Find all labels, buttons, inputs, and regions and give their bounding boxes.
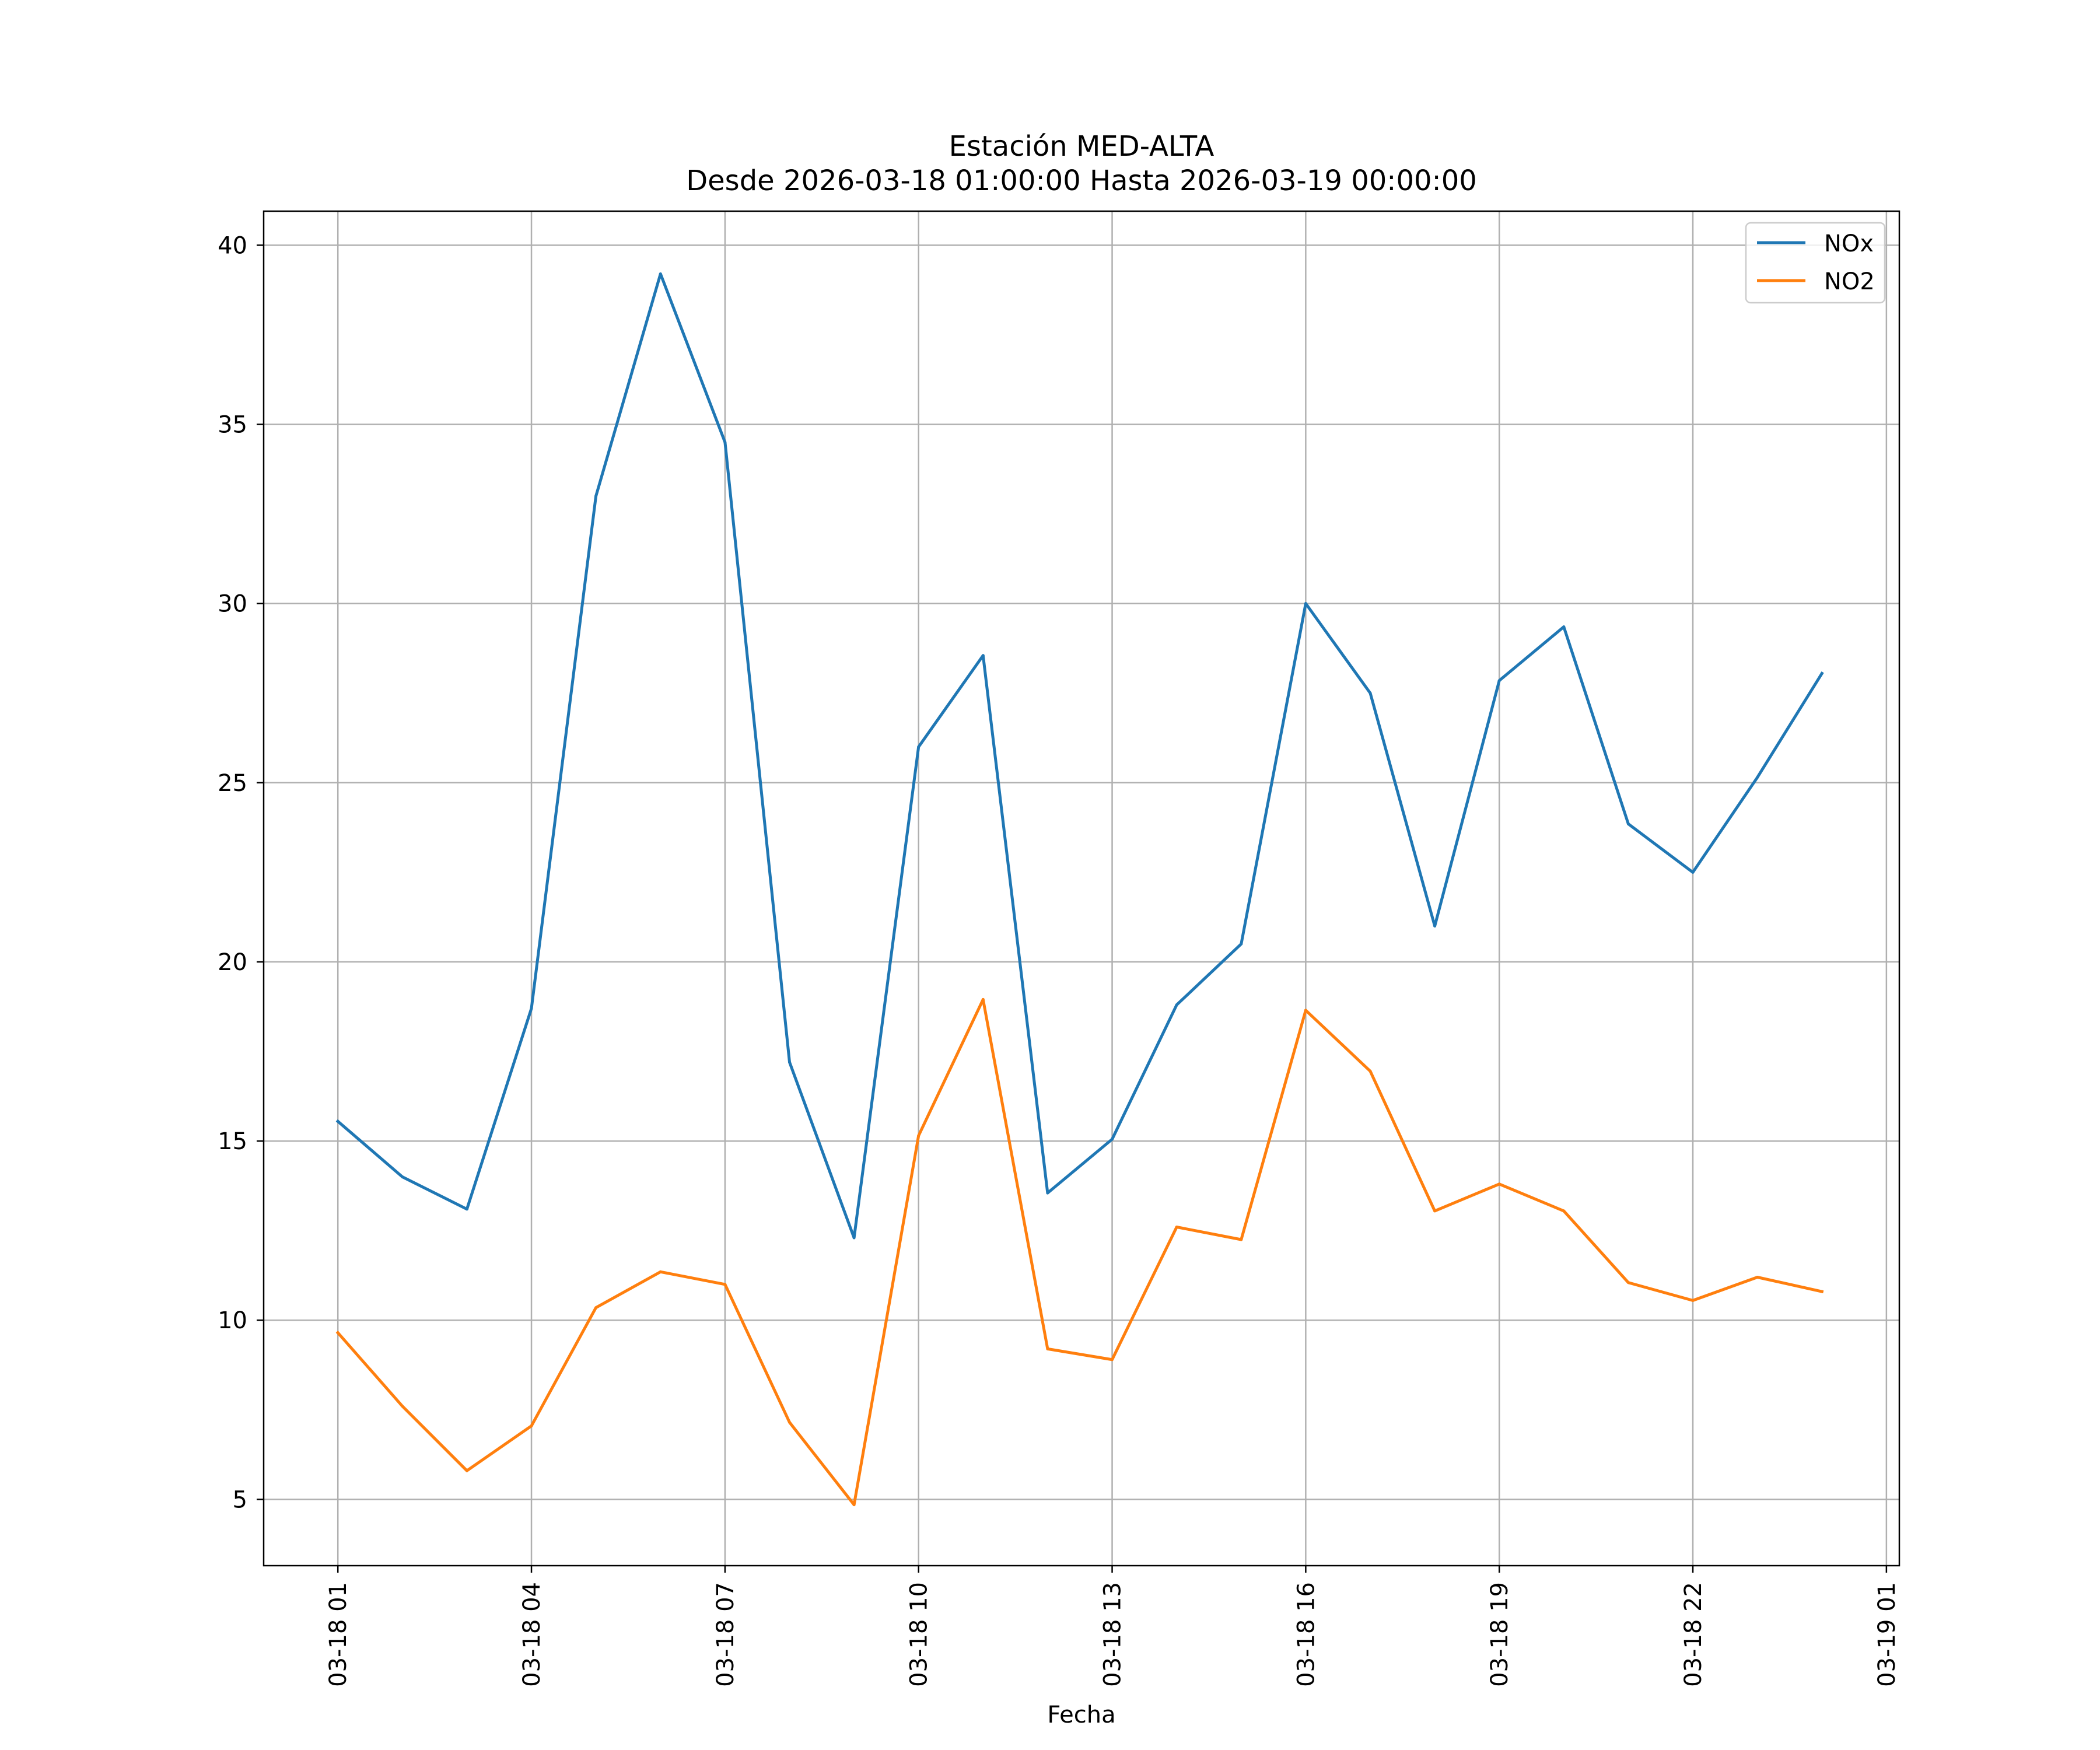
plot-frame xyxy=(262,210,1901,1567)
data-point-nox xyxy=(1433,925,1437,928)
y-tick-label: 35 xyxy=(218,412,247,439)
data-point-nox xyxy=(788,1060,791,1064)
data-point-no2 xyxy=(659,1270,662,1273)
data-point-no2 xyxy=(1368,1069,1372,1073)
chart-title: Estación MED-ALTA xyxy=(949,130,1214,163)
data-point-nox xyxy=(917,745,921,748)
data-point-nox xyxy=(981,654,985,657)
x-tick-label: 03-18 22 xyxy=(1680,1582,1707,1687)
data-point-no2 xyxy=(723,1283,727,1286)
data-point-nox xyxy=(1111,1138,1114,1141)
series-line-no2 xyxy=(335,998,1824,1507)
data-point-no2 xyxy=(1111,1358,1114,1362)
y-tick-label: 40 xyxy=(218,232,247,259)
y-axis: 5 10 15 20 25 30 35 40 xyxy=(218,232,264,1513)
data-point-nox xyxy=(1626,822,1630,825)
data-point-nox xyxy=(530,1007,533,1010)
data-point-nox xyxy=(1175,1003,1178,1007)
data-point-no2 xyxy=(1497,1182,1501,1186)
legend: NOx NO2 xyxy=(1745,222,1886,304)
data-point-no2 xyxy=(594,1306,598,1310)
data-point-no2 xyxy=(1562,1209,1566,1213)
data-point-nox xyxy=(1497,679,1501,682)
data-point-no2 xyxy=(1433,1209,1437,1213)
data-point-no2 xyxy=(981,998,985,1001)
data-point-no2 xyxy=(1240,1238,1243,1241)
data-point-no2 xyxy=(917,1134,921,1138)
data-point-nox xyxy=(1240,942,1243,946)
x-tick-label: 03-18 16 xyxy=(1293,1582,1320,1687)
y-tick-label: 10 xyxy=(218,1307,247,1334)
x-axis: 03-18 01 03-18 04 03-18 07 03-18 10 03-18 13… xyxy=(325,1566,1901,1687)
y-tick-label: 25 xyxy=(218,770,247,797)
data-point-nox xyxy=(1304,602,1307,606)
data-point-nox xyxy=(401,1175,404,1178)
data-point-no2 xyxy=(788,1420,791,1424)
data-point-no2 xyxy=(465,1469,468,1472)
y-tick-label: 30 xyxy=(218,591,247,618)
x-tick-label: 03-18 13 xyxy=(1100,1582,1126,1687)
data-point-no2 xyxy=(1691,1298,1695,1302)
data-point-nox xyxy=(336,1119,340,1123)
x-tick-label: 03-19 01 xyxy=(1874,1582,1901,1687)
data-point-nox xyxy=(1820,671,1824,675)
data-point-nox xyxy=(594,494,598,498)
series-lines xyxy=(335,272,1824,1507)
x-tick-label: 03-18 01 xyxy=(325,1582,352,1687)
grid xyxy=(264,211,1899,1566)
series-line-nox xyxy=(335,272,1824,1240)
y-tick-label: 5 xyxy=(233,1486,247,1513)
legend-label-no2: NO2 xyxy=(1824,268,1875,295)
data-point-no2 xyxy=(336,1331,340,1335)
data-point-nox xyxy=(1691,870,1695,874)
data-point-nox xyxy=(659,272,662,275)
data-point-no2 xyxy=(530,1424,533,1427)
data-point-nox xyxy=(1368,691,1372,695)
data-point-nox xyxy=(1046,1191,1049,1195)
data-point-no2 xyxy=(1756,1276,1759,1279)
data-point-no2 xyxy=(1175,1226,1178,1228)
data-point-nox xyxy=(1562,625,1566,629)
x-tick-label: 03-18 19 xyxy=(1486,1582,1513,1687)
data-point-nox xyxy=(852,1236,856,1240)
x-tick-label: 03-18 07 xyxy=(712,1582,739,1687)
data-point-no2 xyxy=(1626,1281,1630,1284)
data-point-no2 xyxy=(852,1503,856,1507)
data-point-nox xyxy=(1756,776,1759,779)
x-tick-label: 03-18 10 xyxy=(906,1582,933,1687)
y-tick-label: 20 xyxy=(218,949,247,976)
legend-label-nox: NOx xyxy=(1824,230,1874,257)
x-tick-label: 03-18 04 xyxy=(519,1582,545,1687)
data-point-nox xyxy=(723,440,727,444)
chart-subtitle: Desde 2026-03-18 01:00:00 Hasta 2026-03-… xyxy=(686,164,1477,197)
data-point-no2 xyxy=(1304,1009,1307,1012)
data-point-no2 xyxy=(401,1405,404,1408)
y-tick-label: 15 xyxy=(218,1128,247,1155)
data-point-no2 xyxy=(1046,1347,1049,1350)
data-point-no2 xyxy=(1820,1290,1824,1293)
x-axis-label: Fecha xyxy=(1047,1702,1115,1728)
data-point-nox xyxy=(465,1208,468,1211)
